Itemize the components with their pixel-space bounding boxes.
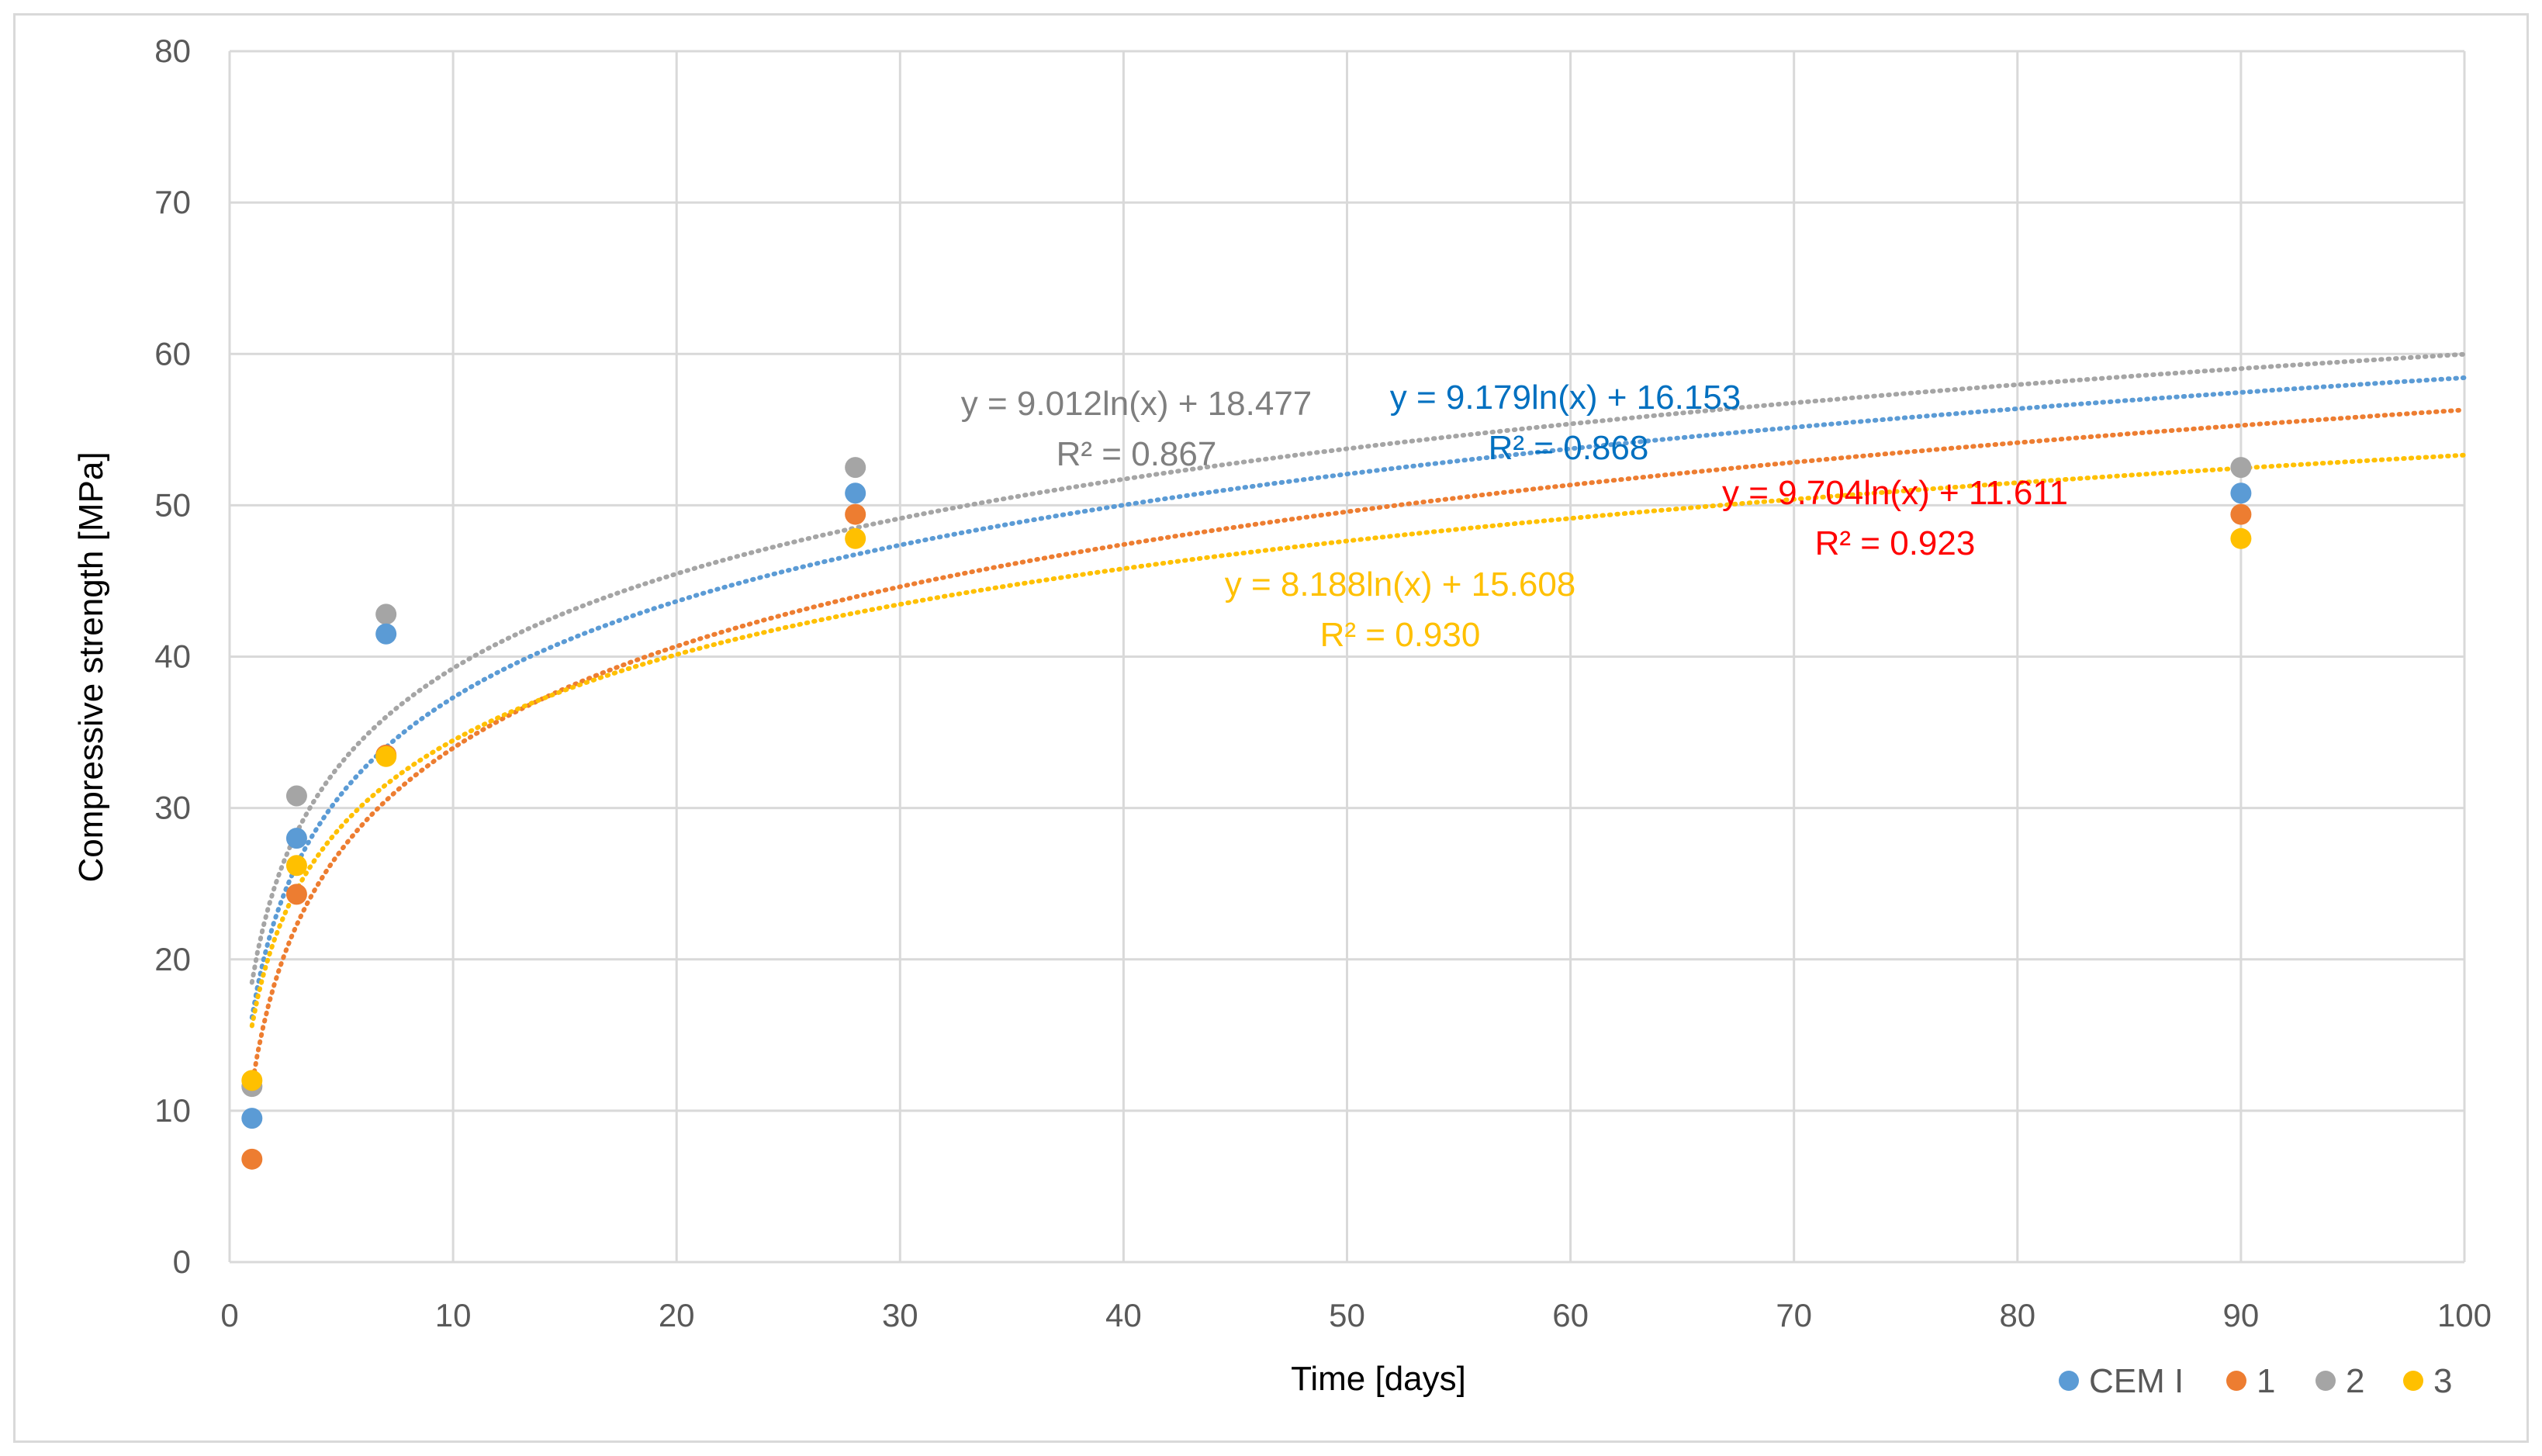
data-point [375,623,397,645]
x-tick-label: 50 [1329,1297,1365,1333]
x-tick-label: 90 [2223,1297,2260,1333]
y-tick-label: 60 [154,335,191,372]
data-point [241,1108,263,1129]
gridlines [228,50,2466,1264]
y-tick-label: 30 [154,790,191,826]
data-point [285,884,307,905]
data-point [845,457,866,479]
y-tick-label: 70 [154,184,191,220]
x-axis-title: Time [days] [1291,1360,1466,1398]
trendlines [249,351,2467,1089]
legend-marker-1 [2226,1371,2246,1391]
y-tick-label: 0 [173,1243,191,1280]
y-tick-label: 50 [154,486,191,523]
data-point [2230,457,2252,479]
x-tick-label: 80 [1999,1297,2035,1333]
data-point [375,745,397,767]
x-tick-label: 100 [2437,1297,2492,1333]
trendline [249,452,2467,1029]
y-tick-label: 20 [154,941,191,977]
r2-series-2: R² = 0.867 [1057,435,1217,473]
data-point [2230,503,2252,525]
legend-marker-cem-i [2059,1371,2079,1391]
data-points [241,457,2252,1170]
r2-series-0: R² = 0.868 [1489,429,1649,467]
tick-labels: 0 10 20 30 40 50 60 70 80 0 10 20 30 40 50 60 70 80 90 100 [154,33,2492,1333]
trendline [249,407,2467,1089]
legend-label-3: 3 [2433,1362,2452,1400]
y-tick-label: 80 [154,33,191,69]
x-tick-label: 0 [220,1297,238,1333]
data-point [2230,482,2252,504]
x-tick-label: 70 [1776,1297,1812,1333]
y-axis-title: Compressive strength [MPa] [72,451,110,882]
legend-label-cem-i: CEM I [2089,1362,2184,1400]
trend-equations: y = 9.012ln(x) + 18.477 R² = 0.867 y = 9… [961,379,2068,654]
legend-label-2: 2 [2346,1362,2364,1400]
data-point [241,1070,263,1091]
data-point [285,855,307,877]
r2-series-1: R² = 0.923 [1815,524,1976,562]
data-point [845,503,866,525]
legend-label-1: 1 [2257,1362,2275,1400]
chart-frame [13,13,2529,1443]
data-point [2230,527,2252,549]
data-point [285,828,307,849]
x-tick-label: 10 [435,1297,472,1333]
trendline [249,351,2467,985]
r2-series-3: R² = 0.930 [1320,616,1481,654]
equation-series-1: y = 9.704ln(x) + 11.611 [1722,474,2068,512]
x-tick-label: 60 [1552,1297,1589,1333]
y-tick-label: 40 [154,638,191,675]
y-tick-label: 10 [154,1092,191,1129]
equation-series-2: y = 9.012ln(x) + 18.477 [961,385,1313,423]
data-point [845,527,866,549]
data-point [375,603,397,625]
data-point [845,482,866,504]
data-point [285,785,307,807]
trendline [249,375,2467,1020]
equation-series-0: y = 9.179ln(x) + 16.153 [1390,379,1741,417]
x-tick-label: 30 [882,1297,918,1333]
legend-marker-2 [2315,1371,2336,1391]
legend: CEM I 1 2 3 [2059,1362,2452,1400]
x-tick-label: 20 [659,1297,695,1333]
x-tick-label: 40 [1105,1297,1142,1333]
equation-series-3: y = 8.188ln(x) + 15.608 [1225,565,1576,603]
legend-marker-3 [2403,1371,2423,1391]
data-point [241,1148,263,1170]
